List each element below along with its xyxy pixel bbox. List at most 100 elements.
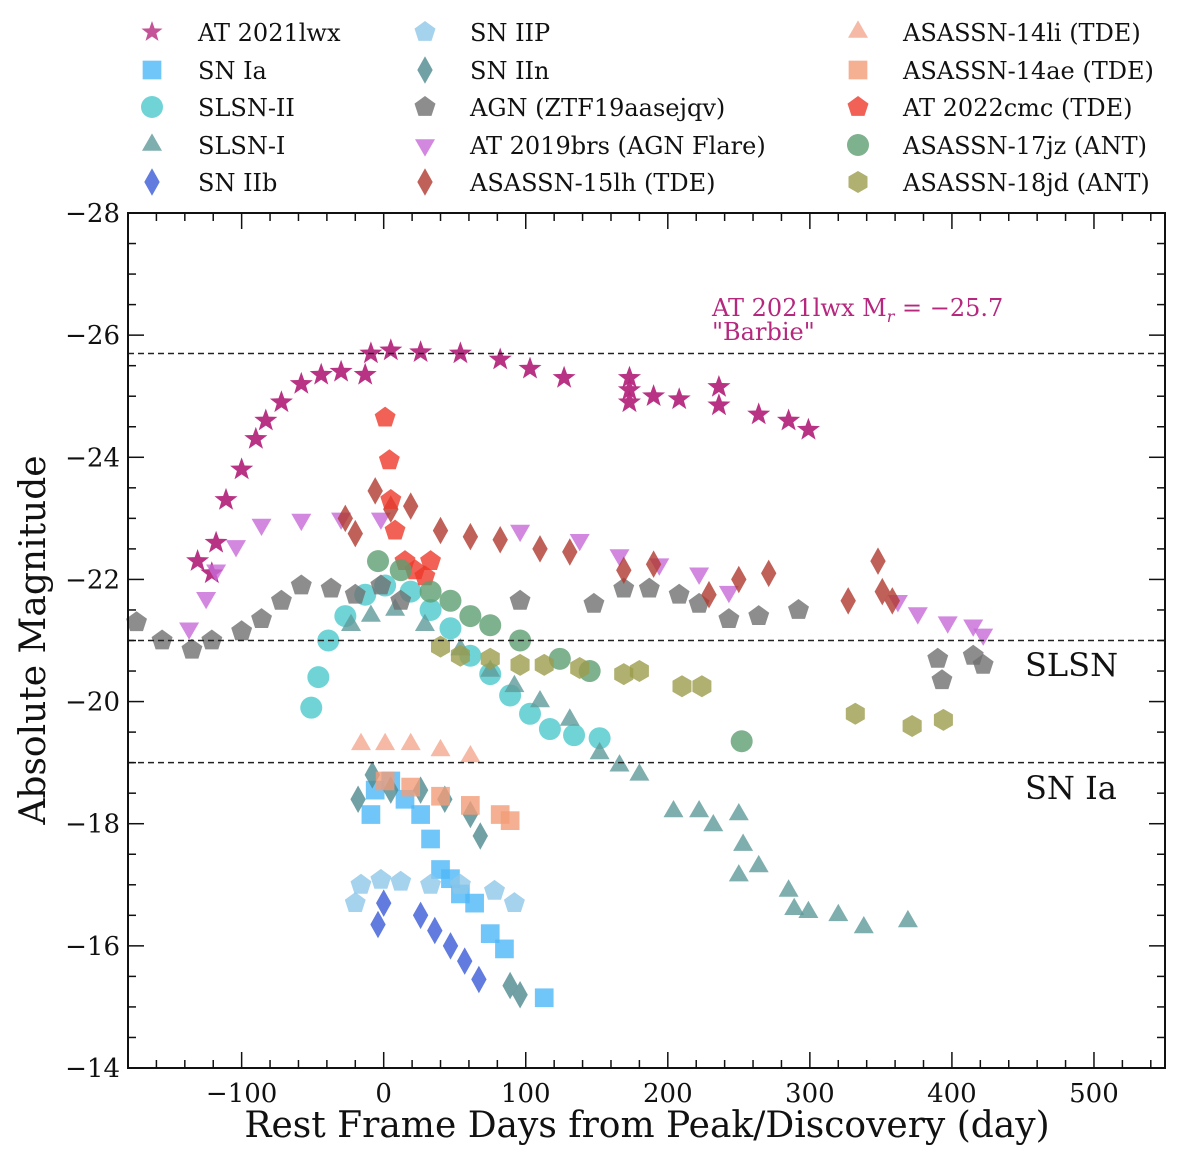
data-point-slsn-i xyxy=(728,803,749,821)
data-point-sn-iip xyxy=(350,873,372,894)
data-point-asassn-18jd-ant xyxy=(845,702,865,725)
data-point-agn-ztf19aasejqv xyxy=(181,638,203,659)
legend-label: SLSN-II xyxy=(198,94,295,122)
x-tick-label: 400 xyxy=(927,1079,977,1109)
data-point-asassn-15lh-tde xyxy=(840,587,856,615)
data-point-at-2021lwx xyxy=(230,457,254,480)
y-tick-label: −20 xyxy=(65,688,120,718)
data-point-at-2019brs-agn-flare xyxy=(689,567,710,585)
plot-area xyxy=(126,338,994,1009)
legend-marker-square-icon xyxy=(142,60,162,80)
data-point-slsn-i xyxy=(748,854,769,873)
data-point-at-2021lwx xyxy=(617,378,641,400)
legend-label: SLSN-I xyxy=(198,132,285,160)
legend-item-sn-iib: SN IIb xyxy=(144,168,277,197)
data-point-asassn-18jd-ant xyxy=(570,657,590,679)
data-point-asassn-18jd-ant xyxy=(431,635,450,658)
data-point-slsn-ii xyxy=(588,727,611,750)
data-point-asassn-15lh-tde xyxy=(870,547,886,575)
y-tick-label: −18 xyxy=(65,810,120,840)
legend-label: ASASSN-14ae (TDE) xyxy=(902,57,1154,85)
data-point-agn-ztf19aasejqv xyxy=(613,577,635,598)
data-point-slsn-ii xyxy=(563,724,586,747)
legend-label: ASASSN-18jd (ANT) xyxy=(902,169,1150,197)
data-point-at-2021lwx xyxy=(186,549,210,571)
legend-marker-pentagon-icon xyxy=(414,21,436,41)
data-point-agn-ztf19aasejqv xyxy=(638,577,660,598)
data-point-agn-ztf19aasejqv xyxy=(748,605,770,625)
data-point-at-2019brs-agn-flare xyxy=(963,619,984,637)
data-point-at-2022cmc-tde xyxy=(374,406,396,427)
legend-label: AT 2019brs (AGN Flare) xyxy=(469,132,766,160)
data-point-asassn-17jz-ant xyxy=(459,605,482,628)
data-point-asassn-14li-tde xyxy=(400,732,421,751)
data-point-agn-ztf19aasejqv xyxy=(583,592,605,613)
data-point-sn-ia xyxy=(534,988,554,1008)
x-tick-label: 100 xyxy=(501,1079,551,1109)
series-agn-ztf19aasejqv xyxy=(126,574,994,690)
data-point-sn-iip xyxy=(503,892,525,912)
data-point-sn-iib xyxy=(370,910,386,939)
data-point-at-2021lwx xyxy=(777,408,801,431)
legend-item-at-2021lwx: AT 2021lwx xyxy=(141,19,341,47)
data-point-slsn-i xyxy=(530,690,550,708)
data-point-sn-iin xyxy=(472,822,488,850)
data-point-slsn-i xyxy=(504,674,525,693)
legend-item-sn-iin: SN IIn xyxy=(417,56,550,85)
data-point-asassn-17jz-ant xyxy=(367,550,390,573)
data-point-at-2021lwx xyxy=(353,362,377,385)
legend-item-asassn-14li-tde: ASASSN-14li (TDE) xyxy=(848,19,1141,47)
legend-item-asassn-17jz-ant: ASASSN-17jz (ANT) xyxy=(847,132,1147,160)
data-point-sn-iib xyxy=(427,916,443,945)
data-point-at-2019brs-agn-flare xyxy=(226,540,246,558)
data-point-agn-ztf19aasejqv xyxy=(668,583,690,604)
annotation-line1: AT 2021lwx Mr = −25.7 xyxy=(711,294,1003,326)
data-point-asassn-15lh-tde xyxy=(432,516,449,545)
data-point-agn-ztf19aasejqv xyxy=(509,589,531,610)
data-point-asassn-15lh-tde xyxy=(383,495,399,523)
data-point-asassn-15lh-tde xyxy=(761,559,777,588)
data-point-agn-ztf19aasejqv xyxy=(927,647,949,668)
data-point-at-2021lwx xyxy=(409,340,433,362)
legend-label: SN IIP xyxy=(470,19,550,47)
data-point-agn-ztf19aasejqv xyxy=(788,599,809,619)
data-point-sn-iip xyxy=(420,873,441,894)
data-point-at-2021lwx xyxy=(329,359,353,382)
data-point-agn-ztf19aasejqv xyxy=(390,589,412,610)
series-asassn-15lh-tde xyxy=(337,477,900,615)
data-point-at-2021lwx xyxy=(707,375,731,397)
y-tick-label: −14 xyxy=(65,1054,120,1084)
legend-item-asassn-14ae-tde: ASASSN-14ae (TDE) xyxy=(848,57,1154,85)
data-point-agn-ztf19aasejqv xyxy=(251,608,272,628)
data-point-at-2019brs-agn-flare xyxy=(907,607,928,625)
legend-marker-square-icon xyxy=(848,60,868,80)
data-point-at-2021lwx xyxy=(518,356,542,379)
data-point-at-2019brs-agn-flare xyxy=(291,513,312,532)
data-point-sn-iip xyxy=(370,868,392,889)
x-tick-label: 300 xyxy=(785,1079,835,1109)
data-point-at-2021lwx xyxy=(204,530,228,553)
data-point-slsn-i xyxy=(798,900,819,918)
legend-item-sn-iip: SN IIP xyxy=(414,19,550,47)
data-point-agn-ztf19aasejqv xyxy=(931,669,953,690)
data-point-asassn-15lh-tde xyxy=(403,492,419,520)
data-point-slsn-ii xyxy=(538,718,561,741)
annotation-subscript: r xyxy=(887,307,896,326)
legend-item-at-2022cmc-tde: AT 2022cmc (TDE) xyxy=(847,94,1133,122)
data-point-at-2022cmc-tde xyxy=(414,565,436,586)
legend-label: SN IIn xyxy=(470,57,550,85)
data-point-agn-ztf19aasejqv xyxy=(126,611,147,632)
data-point-at-2021lwx xyxy=(642,384,666,406)
data-point-asassn-17jz-ant xyxy=(419,580,442,603)
data-point-sn-iin xyxy=(512,981,528,1009)
data-point-sn-ia xyxy=(480,924,500,943)
data-point-at-2021lwx xyxy=(707,393,731,416)
data-point-slsn-i xyxy=(703,814,724,832)
series-sn-iip xyxy=(344,868,525,912)
legend-item-agn-ztf19aasejqv: AGN (ZTF19aasejqv) xyxy=(414,94,725,122)
data-point-slsn-i xyxy=(828,903,849,922)
data-point-slsn-ii xyxy=(439,617,462,640)
legend-marker-star-icon xyxy=(141,21,163,41)
legend: AT 2021lwx SN Ia SLSN-II SLSN-I SN IIb SN IIP… xyxy=(141,19,1154,197)
